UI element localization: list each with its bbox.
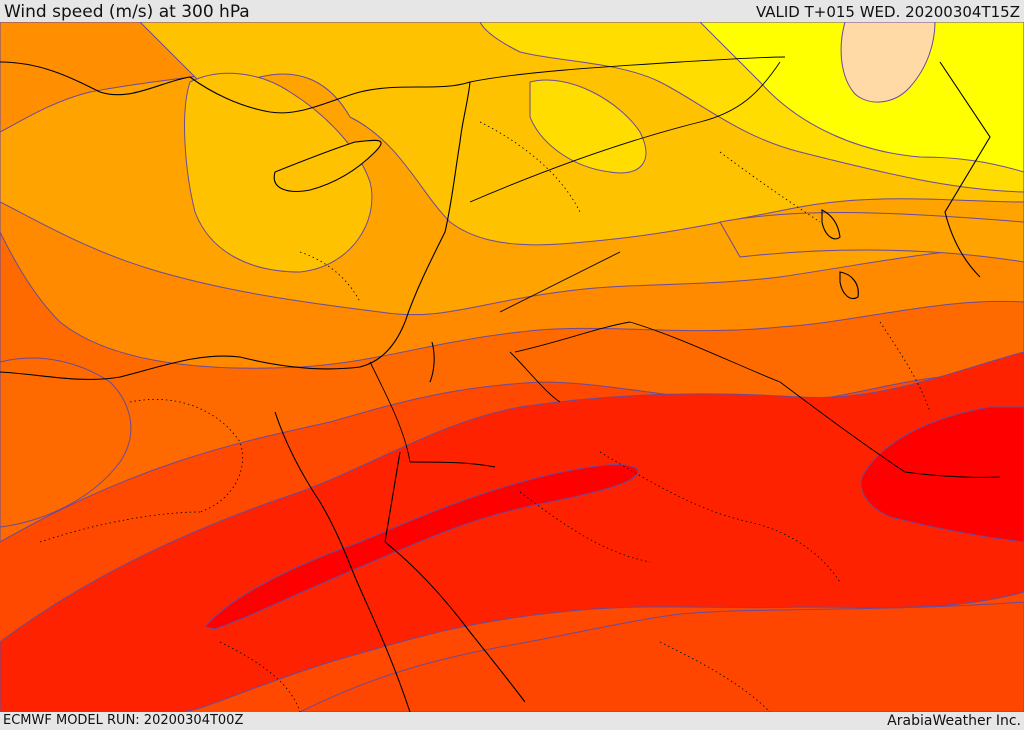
coastline-bahrain [839, 271, 859, 300]
band-southwest [0, 357, 132, 528]
border-turkey-syria [469, 56, 786, 83]
border-jordan-iraq [499, 251, 621, 313]
header-bar: Wind speed (m/s) at 300 hPa VALID T+015 … [0, 0, 1024, 22]
border-syria-iraq [469, 61, 781, 203]
map-title: Wind speed (m/s) at 300 hPa [4, 2, 250, 22]
coastline-qatar [821, 209, 841, 240]
coastline-dead-sea [429, 341, 435, 383]
coastline-turkey [0, 61, 471, 114]
coastline-levant [404, 81, 471, 323]
band-red [0, 351, 1024, 712]
coastline-gulf-suez [274, 411, 356, 578]
valid-time: VALID T+015 WED. 20200304T15Z [755, 3, 1020, 21]
internal-boundaries [39, 121, 931, 712]
coastlines [0, 61, 991, 712]
border-sinai-saudi [409, 461, 496, 468]
band-red-core-west [204, 464, 639, 630]
band-south [299, 601, 1024, 712]
wind-speed-map[interactable] [0, 22, 1024, 712]
coastline-red-sea-west [354, 576, 411, 712]
band-red-core-east [860, 406, 1024, 543]
coastline-red-sea-east [384, 541, 526, 703]
borders [369, 56, 1001, 478]
band-pale [840, 22, 936, 103]
coastline-egypt-north [0, 321, 406, 381]
border-saudi-iraq [629, 321, 906, 473]
map-svg [0, 22, 1024, 712]
border-saudi-jordan [514, 321, 631, 353]
border-egypt-sudan-sinai [369, 361, 411, 463]
border-jordan-saudi-south [509, 351, 561, 403]
coastline-sinai-east [384, 451, 401, 543]
model-run-label: ECMWF MODEL RUN: 20200304T00Z [3, 713, 244, 728]
coastline-gulf-east [939, 61, 991, 278]
border-saudi-kuwait [904, 471, 1001, 478]
brand-label: ArabiaWeather Inc. [887, 713, 1021, 729]
band-yellow-pocket [529, 79, 647, 174]
footer-bar: ECMWF MODEL RUN: 20200304T00Z ArabiaWeat… [0, 712, 1024, 729]
band-east-orange [719, 212, 1024, 263]
cyprus [273, 139, 382, 192]
